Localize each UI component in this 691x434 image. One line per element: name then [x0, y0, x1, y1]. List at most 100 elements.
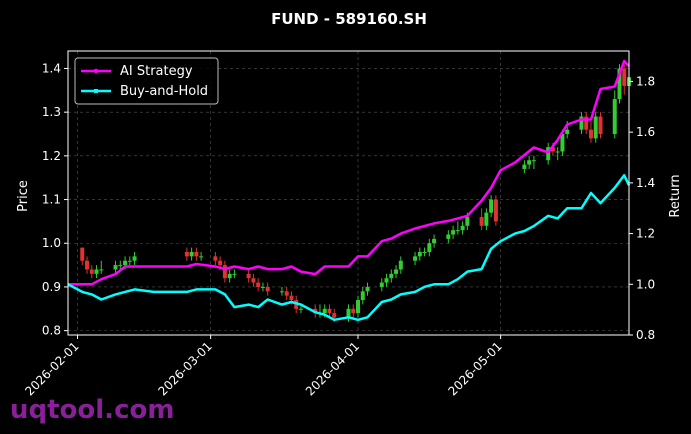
candle-up	[579, 116, 584, 130]
candle-up	[379, 282, 384, 287]
candle-up	[123, 260, 128, 266]
candle-down	[332, 313, 337, 318]
chart-title: FUND - 589160.SH	[271, 10, 427, 28]
candle-up	[565, 129, 570, 135]
candle-up	[555, 151, 560, 153]
candle-up	[422, 251, 427, 253]
candle-down	[218, 260, 223, 266]
y2-tick-label: 1.2	[636, 227, 655, 241]
candle-down	[351, 308, 356, 314]
candle-up	[365, 286, 370, 292]
candle-up	[346, 308, 351, 318]
candle-up	[465, 217, 470, 226]
y2-tick-label: 1.4	[636, 176, 655, 190]
candle-up	[113, 265, 118, 270]
y-tick-label: 1.2	[42, 149, 61, 163]
candle-down	[493, 199, 498, 222]
legend-marker-ai-strategy	[93, 68, 99, 74]
candle-down	[222, 265, 227, 279]
candle-down	[251, 278, 256, 283]
candle-up	[398, 260, 403, 270]
candle-up	[384, 278, 389, 283]
candle-up	[546, 147, 551, 161]
y2-tick-label: 1.6	[636, 125, 655, 139]
candle-down	[284, 291, 289, 296]
candle-up	[413, 256, 418, 261]
candle-down	[588, 129, 593, 139]
candle-down	[256, 282, 261, 287]
y2-tick-label: 1.0	[636, 277, 655, 291]
candle-up	[132, 256, 137, 261]
buy-and-hold-line	[67, 174, 631, 322]
candle-up	[617, 68, 622, 100]
candle-up	[446, 234, 451, 239]
candle-up	[394, 269, 399, 274]
candle-down	[213, 256, 218, 261]
y2-tick-label: 1.8	[636, 74, 655, 88]
y-tick-label: 0.9	[42, 280, 61, 294]
y2-tick-label: 0.8	[636, 328, 655, 342]
candle-up	[560, 134, 565, 152]
y-tick-label: 1.1	[42, 193, 61, 207]
candle-up	[199, 256, 204, 258]
candle-down	[265, 286, 270, 292]
candle-down	[479, 217, 484, 226]
candle-down	[246, 273, 251, 279]
candle-down	[184, 251, 189, 257]
candle-up	[451, 230, 456, 235]
candle-down	[89, 269, 94, 274]
y2-axis-label: Return	[668, 174, 683, 217]
candle-up	[260, 286, 265, 288]
candle-up	[531, 160, 536, 162]
candle-up	[279, 291, 284, 293]
candle-up	[189, 251, 194, 257]
candle-up	[227, 273, 232, 279]
candle-up	[522, 164, 527, 169]
plot-frame	[67, 50, 630, 336]
candle-up	[489, 199, 494, 213]
candle-up	[427, 243, 432, 252]
candle-up	[127, 260, 132, 262]
candle-up	[460, 225, 465, 231]
y-tick-label: 1.4	[42, 61, 61, 75]
candle-down	[80, 247, 85, 261]
watermark-text: uqtool.com	[10, 395, 174, 425]
candle-up	[484, 212, 489, 226]
candle-up	[99, 269, 104, 271]
candle-up	[432, 238, 437, 244]
legend-label-buy-and-hold: Buy-and-Hold	[120, 84, 208, 99]
y-tick-label: 0.8	[42, 324, 61, 338]
y-tick-label: 1.0	[42, 236, 61, 250]
series-layer	[67, 59, 631, 322]
candle-up	[527, 160, 532, 165]
candle-up	[417, 251, 422, 257]
candle-down	[85, 260, 90, 270]
candle-up	[322, 308, 327, 314]
candle-up	[455, 230, 460, 232]
candle-up	[389, 273, 394, 279]
candle-up	[612, 99, 617, 135]
legend-box	[74, 57, 219, 105]
candle-up	[356, 300, 361, 314]
candle-down	[327, 308, 332, 314]
y-axis-label: Price	[16, 180, 31, 212]
candle-down	[194, 251, 199, 257]
y-tick-label: 1.3	[42, 105, 61, 119]
candle-down	[622, 68, 627, 86]
candle-up	[360, 291, 365, 301]
candle-up	[118, 265, 123, 267]
candle-up	[298, 308, 303, 310]
grid-layer	[68, 51, 629, 335]
candle-up	[94, 269, 99, 274]
candle-down	[550, 147, 555, 152]
candle-up	[593, 116, 598, 139]
legend-label-ai-strategy: AI Strategy	[120, 64, 193, 79]
legend: AI Strategy Buy-and-Hold	[74, 57, 219, 105]
legend-marker-buy-and-hold	[94, 89, 98, 93]
candle-down	[598, 116, 603, 135]
candle-down	[289, 295, 294, 301]
candle-up	[232, 273, 237, 275]
ai-strategy-line	[68, 59, 630, 286]
